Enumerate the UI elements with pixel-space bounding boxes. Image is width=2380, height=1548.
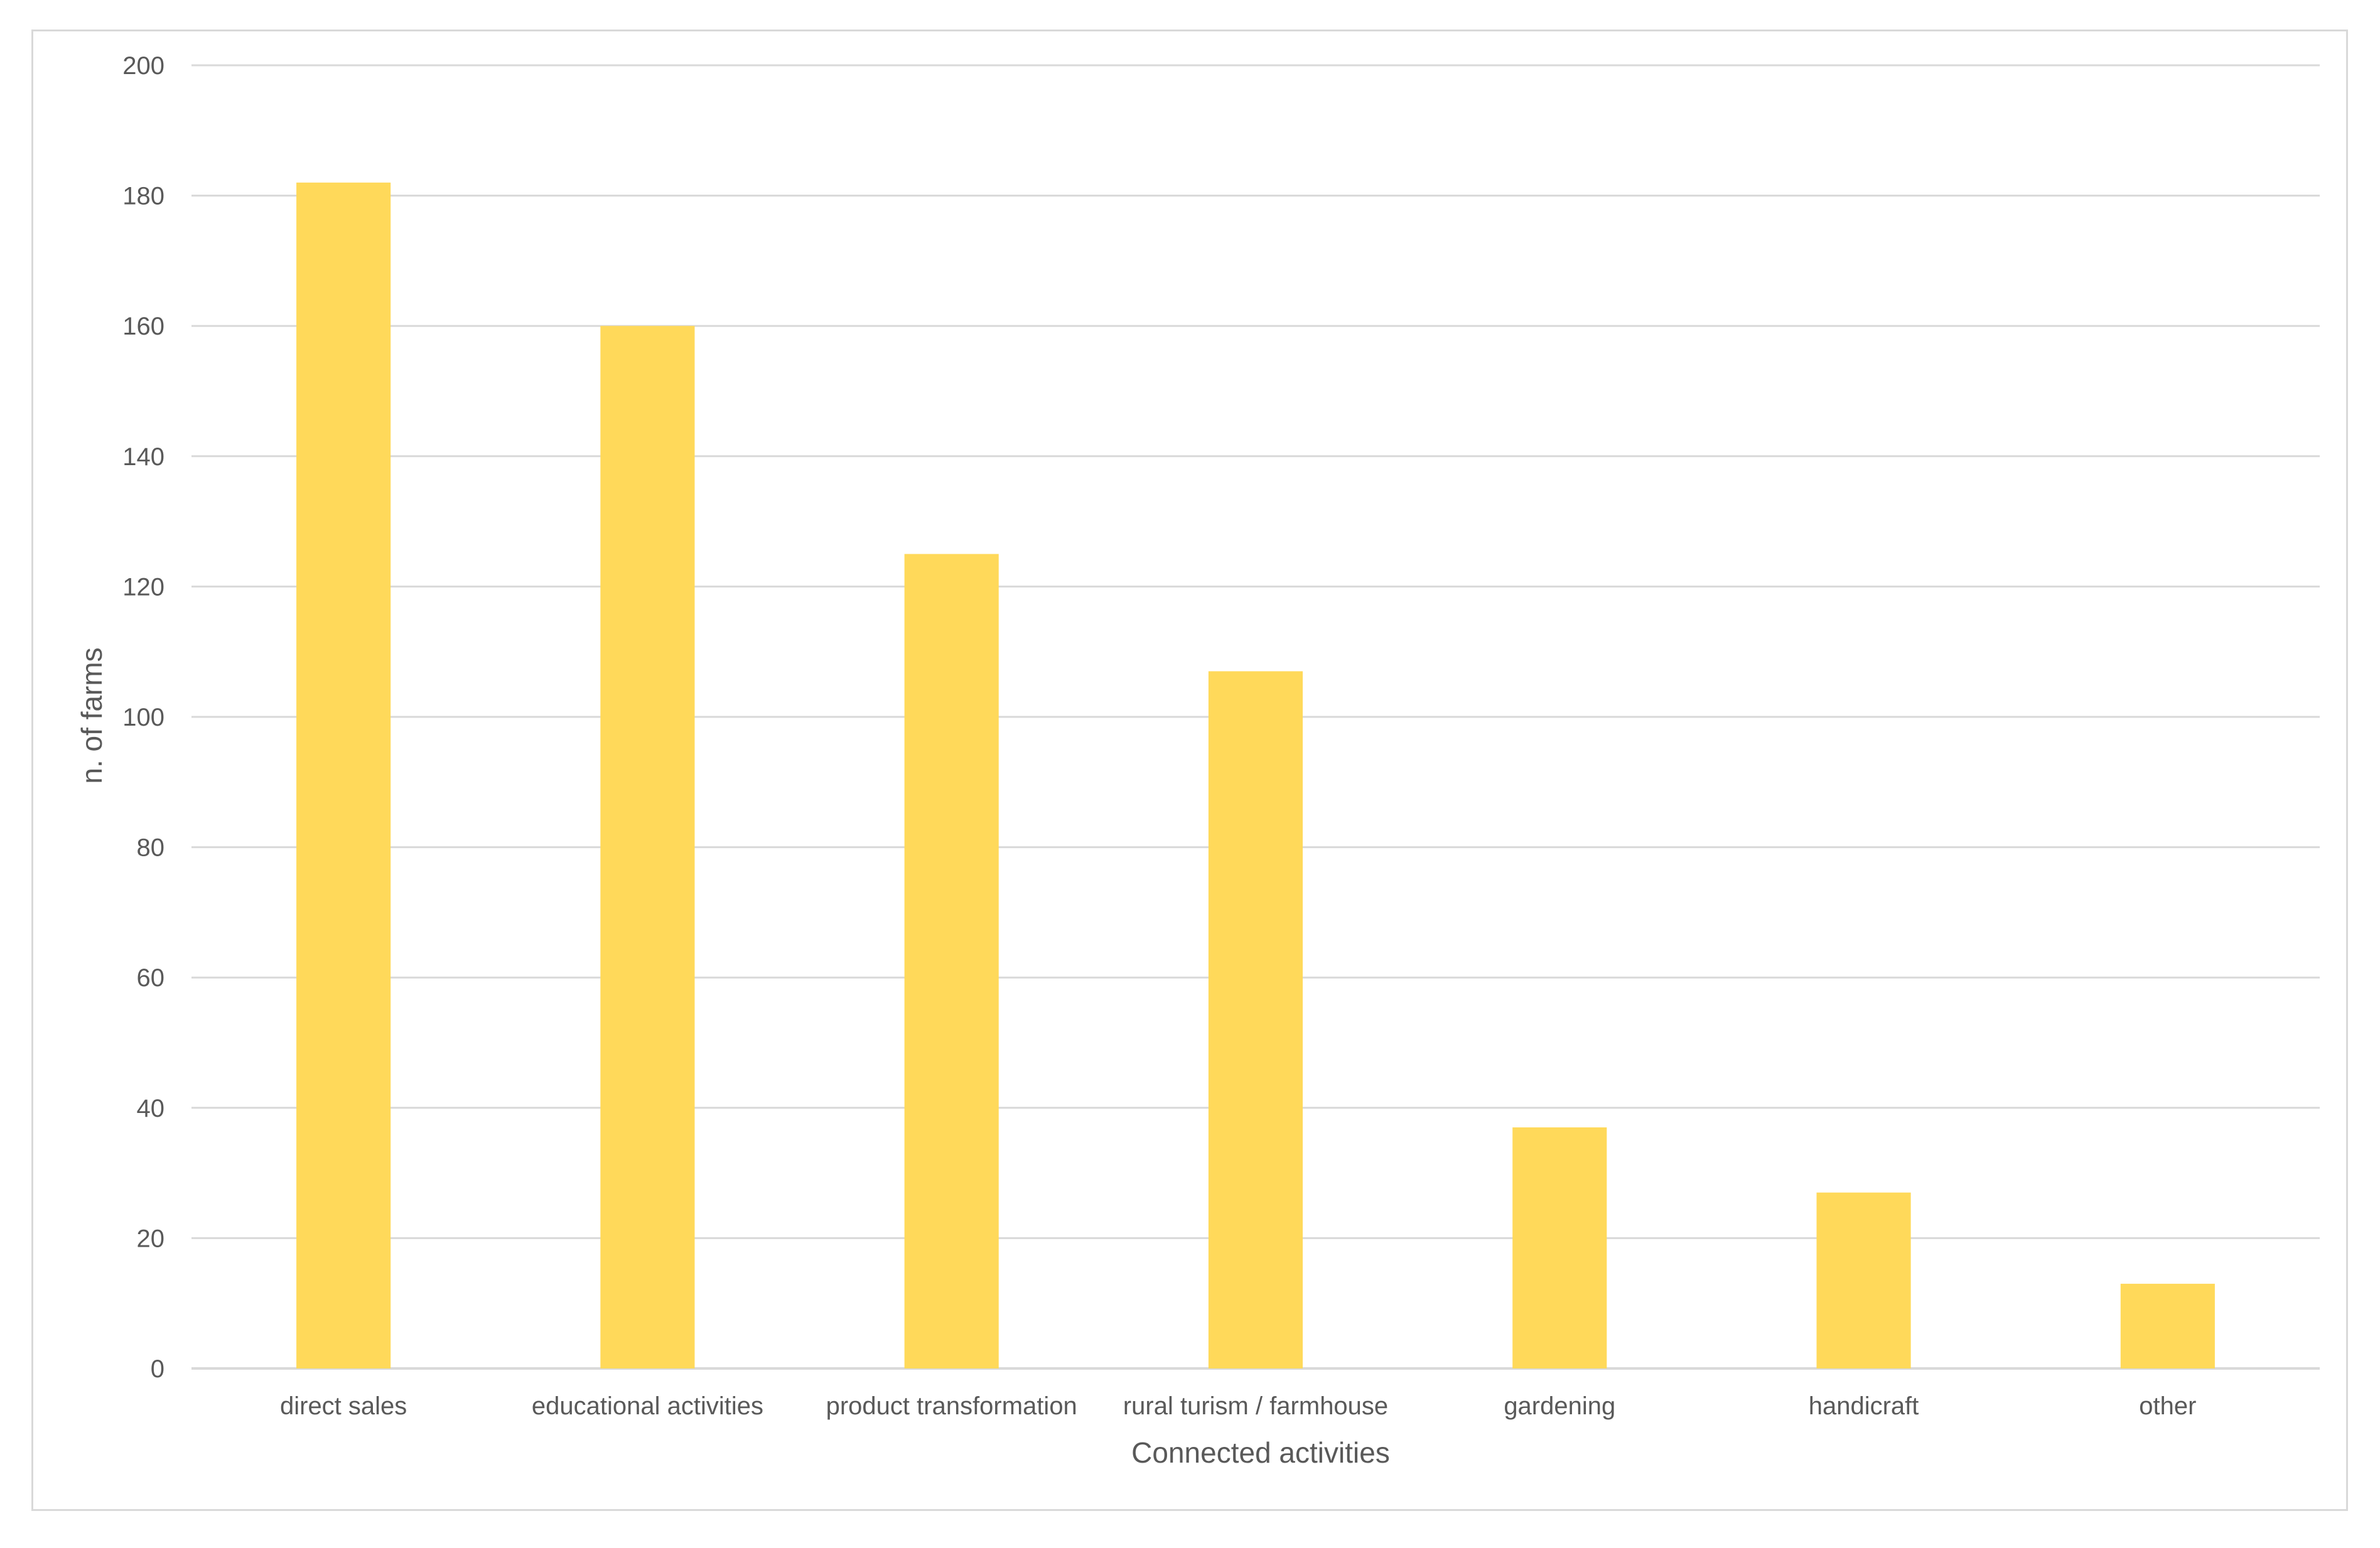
y-axis-tick-labels: 0 20 40 60 80 100 120 140 160 180 200 bbox=[122, 52, 164, 1383]
y-tick-label: 0 bbox=[151, 1355, 164, 1383]
bar bbox=[600, 326, 695, 1369]
bar bbox=[296, 182, 391, 1369]
y-tick-label: 100 bbox=[122, 704, 164, 731]
x-tick-label: direct sales bbox=[280, 1392, 407, 1420]
bars bbox=[296, 182, 2215, 1369]
bar bbox=[1816, 1192, 1911, 1368]
x-axis-tick-labels: direct sales educational activities produc… bbox=[280, 1392, 2196, 1420]
bar bbox=[904, 554, 999, 1368]
y-tick-label: 180 bbox=[122, 183, 164, 210]
x-tick-label: educational activities bbox=[532, 1392, 763, 1420]
x-tick-label: handicraft bbox=[1809, 1392, 1919, 1420]
bar bbox=[1512, 1127, 1607, 1368]
x-axis-title: Connected activities bbox=[1131, 1436, 1390, 1469]
y-tick-label: 20 bbox=[137, 1225, 165, 1252]
y-tick-label: 140 bbox=[122, 443, 164, 471]
x-tick-label: other bbox=[2139, 1392, 2196, 1420]
bar bbox=[1208, 671, 1303, 1368]
y-tick-label: 40 bbox=[137, 1095, 165, 1122]
y-tick-label: 160 bbox=[122, 313, 164, 340]
x-tick-label: rural turism / farmhouse bbox=[1123, 1392, 1388, 1420]
x-tick-label: product transformation bbox=[826, 1392, 1077, 1420]
y-tick-label: 60 bbox=[137, 964, 165, 992]
y-tick-label: 80 bbox=[137, 834, 165, 862]
y-tick-label: 120 bbox=[122, 573, 164, 601]
y-tick-label: 200 bbox=[122, 52, 164, 80]
chart-frame bbox=[31, 30, 2348, 1511]
x-tick-label: gardening bbox=[1504, 1392, 1615, 1420]
gridlines bbox=[191, 64, 2320, 1370]
y-axis-title: n. of farms bbox=[75, 647, 108, 783]
bar bbox=[2120, 1284, 2215, 1368]
